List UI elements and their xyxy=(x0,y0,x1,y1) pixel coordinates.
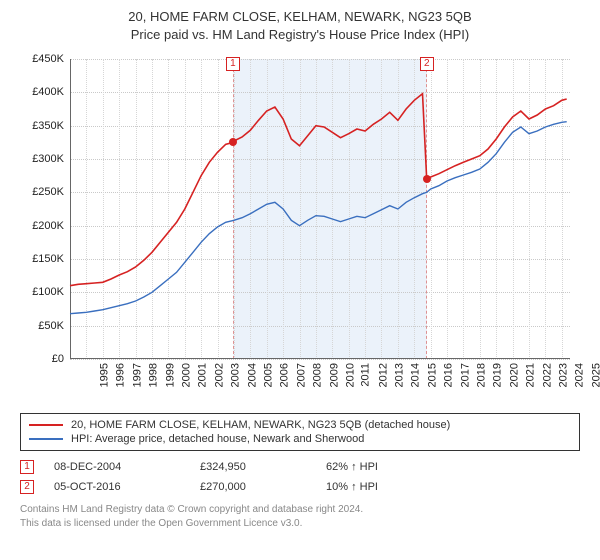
xtick-label: 2024 xyxy=(574,359,586,387)
xtick-label: 2004 xyxy=(246,359,258,387)
series-svg xyxy=(70,59,570,359)
title-line-1: 20, HOME FARM CLOSE, KELHAM, NEWARK, NG2… xyxy=(10,8,590,26)
sale-price: £324,950 xyxy=(200,461,320,473)
sale-marker-dot xyxy=(423,175,431,183)
xtick-label: 2007 xyxy=(295,359,307,387)
ytick-label: £300K xyxy=(32,153,70,165)
ytick-label: £0 xyxy=(52,353,70,365)
ytick-label: £350K xyxy=(32,120,70,132)
sale-marker-box: 2 xyxy=(20,480,34,494)
xtick-label: 2025 xyxy=(590,359,600,387)
series-hpi xyxy=(70,122,567,314)
sale-marker-flag: 2 xyxy=(420,57,434,71)
xtick-label: 2019 xyxy=(492,359,504,387)
sale-delta: 62% ↑ HPI xyxy=(326,461,466,473)
legend-label: HPI: Average price, detached house, Newa… xyxy=(71,433,364,445)
xtick-label: 2010 xyxy=(344,359,356,387)
sale-row: 1 08-DEC-2004 £324,950 62% ↑ HPI xyxy=(20,457,580,477)
title-line-2: Price paid vs. HM Land Registry's House … xyxy=(10,26,590,44)
xtick-label: 2013 xyxy=(394,359,406,387)
series-price_paid xyxy=(70,94,567,286)
sale-date: 08-DEC-2004 xyxy=(54,461,194,473)
xtick-label: 1997 xyxy=(131,359,143,387)
xtick-label: 2005 xyxy=(262,359,274,387)
ytick-label: £250K xyxy=(32,186,70,198)
xtick-label: 2003 xyxy=(230,359,242,387)
xtick-label: 2009 xyxy=(328,359,340,387)
sale-price: £270,000 xyxy=(200,481,320,493)
legend-label: 20, HOME FARM CLOSE, KELHAM, NEWARK, NG2… xyxy=(71,419,450,431)
xtick-label: 2023 xyxy=(558,359,570,387)
ytick-label: £200K xyxy=(32,220,70,232)
xtick-label: 2001 xyxy=(197,359,209,387)
plot-area: £0£50K£100K£150K£200K£250K£300K£350K£400… xyxy=(70,59,570,359)
sale-row: 2 05-OCT-2016 £270,000 10% ↑ HPI xyxy=(20,477,580,497)
xtick-label: 2017 xyxy=(459,359,471,387)
xtick-label: 2006 xyxy=(279,359,291,387)
ytick-label: £450K xyxy=(32,53,70,65)
xtick-label: 1995 xyxy=(98,359,110,387)
ytick-label: £400K xyxy=(32,86,70,98)
sale-date: 05-OCT-2016 xyxy=(54,481,194,493)
sale-marker-box: 1 xyxy=(20,460,34,474)
legend-swatch xyxy=(29,438,63,440)
xtick-label: 2002 xyxy=(213,359,225,387)
legend-item: HPI: Average price, detached house, Newa… xyxy=(29,432,571,446)
ytick-label: £150K xyxy=(32,253,70,265)
legend-item: 20, HOME FARM CLOSE, KELHAM, NEWARK, NG2… xyxy=(29,418,571,432)
footnote-line: Contains HM Land Registry data © Crown c… xyxy=(20,503,580,517)
xtick-label: 2015 xyxy=(426,359,438,387)
legend-swatch xyxy=(29,424,63,426)
xtick-label: 2011 xyxy=(360,359,372,387)
xtick-label: 2020 xyxy=(508,359,520,387)
xtick-label: 2012 xyxy=(377,359,389,387)
title-block: 20, HOME FARM CLOSE, KELHAM, NEWARK, NG2… xyxy=(0,0,600,47)
sale-marker-dot xyxy=(229,138,237,146)
xtick-label: 1996 xyxy=(115,359,127,387)
xtick-label: 2014 xyxy=(410,359,422,387)
xtick-label: 2016 xyxy=(443,359,455,387)
sale-delta: 10% ↑ HPI xyxy=(326,481,466,493)
footnote-line: This data is licensed under the Open Gov… xyxy=(20,517,580,531)
sales-table: 1 08-DEC-2004 £324,950 62% ↑ HPI 2 05-OC… xyxy=(20,457,580,497)
footnote: Contains HM Land Registry data © Crown c… xyxy=(20,503,580,530)
xtick-label: 2008 xyxy=(312,359,324,387)
chart: £0 £50K £100K £150K £200K £250K £300K £350K £400… xyxy=(20,49,580,409)
xtick-label: 2000 xyxy=(180,359,192,387)
xtick-label: 2021 xyxy=(525,359,537,387)
legend: 20, HOME FARM CLOSE, KELHAM, NEWARK, NG2… xyxy=(20,413,580,451)
sale-marker-flag: 1 xyxy=(226,57,240,71)
xtick-label: 2018 xyxy=(476,359,488,387)
xtick-label: 1998 xyxy=(148,359,160,387)
ytick-label: £100K xyxy=(32,286,70,298)
xtick-label: 1999 xyxy=(164,359,176,387)
ytick-label: £50K xyxy=(38,320,70,332)
xtick-label: 2022 xyxy=(541,359,553,387)
